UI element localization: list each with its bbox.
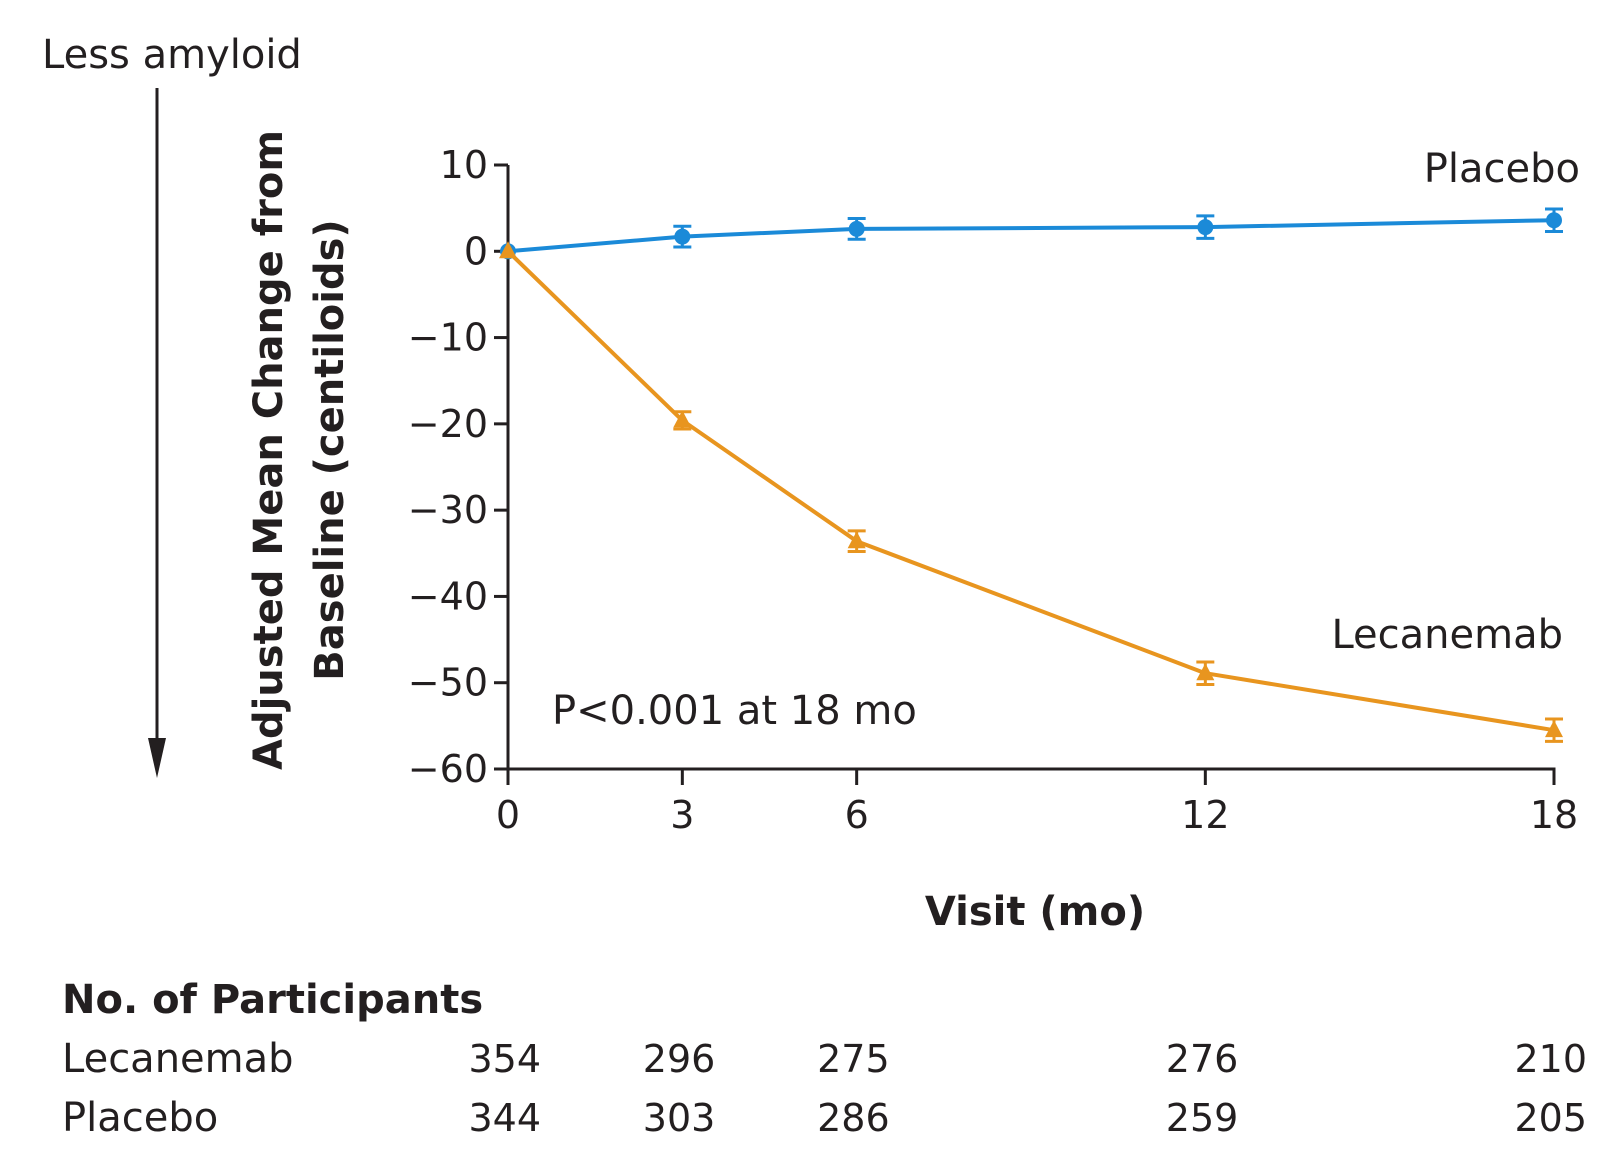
x-tick-label: 18 [1530, 793, 1578, 837]
y-tick-label: 10 [440, 143, 488, 187]
x-tick-label: 6 [845, 793, 869, 837]
participants-count: 205 [1514, 1096, 1587, 1140]
y-tick-label: 0 [464, 229, 488, 273]
participants-count: 344 [468, 1096, 541, 1140]
y-tick-label: −50 [408, 661, 488, 705]
data-point-lecanemab [673, 410, 692, 428]
p-value-annotation: P<0.001 at 18 mo [552, 688, 917, 734]
x-ticks: 0 3 6 12 18 [496, 769, 1578, 837]
y-tick-label: −30 [408, 488, 488, 532]
participants-count: 259 [1166, 1096, 1239, 1140]
y-axis-title-line-1: Adjusted Mean Change from [246, 130, 292, 770]
y-tick-label: −20 [408, 402, 488, 446]
y-tick-label: −40 [408, 574, 488, 618]
series-line-placebo [507, 218, 1555, 254]
series-layer [499, 207, 1563, 743]
data-point-placebo [1197, 219, 1214, 236]
participants-row-label-placebo: Placebo [62, 1095, 218, 1141]
x-tick-label: 0 [496, 793, 520, 837]
series-placebo [500, 207, 1563, 260]
participants-values: 354 296 275 276 210 344 303 286 259 205 [468, 1037, 1587, 1140]
data-point-placebo [848, 220, 865, 237]
participants-row-label-lecanemab: Lecanemab [62, 1036, 294, 1082]
data-point-lecanemab [847, 531, 866, 549]
x-tick-label: 12 [1181, 793, 1229, 837]
participants-count: 286 [817, 1096, 890, 1140]
data-point-lecanemab [1196, 663, 1215, 681]
y-ticks: 10 0 −10 −20 −30 −40 −50 −60 [408, 143, 508, 791]
direction-note: Less amyloid [42, 32, 302, 78]
y-axis-title-line-2: Baseline (centiloids) [307, 219, 353, 680]
y-tick-label: −10 [408, 316, 488, 360]
series-label-placebo: Placebo [1424, 146, 1580, 192]
y-tick-label: −60 [408, 747, 488, 791]
participants-count: 354 [468, 1037, 541, 1081]
data-point-lecanemab [499, 241, 517, 259]
participants-title: No. of Participants [62, 977, 483, 1023]
series-lecanemab [499, 241, 1563, 743]
series-line-lecanemab [506, 249, 1555, 733]
data-point-placebo [674, 228, 691, 245]
participants-count: 275 [817, 1037, 890, 1081]
data-point-placebo [1546, 212, 1562, 229]
participants-count: 296 [643, 1037, 716, 1081]
participants-count: 276 [1166, 1037, 1239, 1081]
data-point-lecanemab [1545, 720, 1563, 738]
x-tick-label: 3 [670, 793, 694, 837]
series-label-lecanemab: Lecanemab [1331, 612, 1563, 658]
participants-count: 303 [643, 1096, 716, 1140]
x-axis-title: Visit (mo) [925, 889, 1145, 935]
direction-arrow-head [148, 738, 166, 778]
participants-count: 210 [1514, 1037, 1587, 1081]
